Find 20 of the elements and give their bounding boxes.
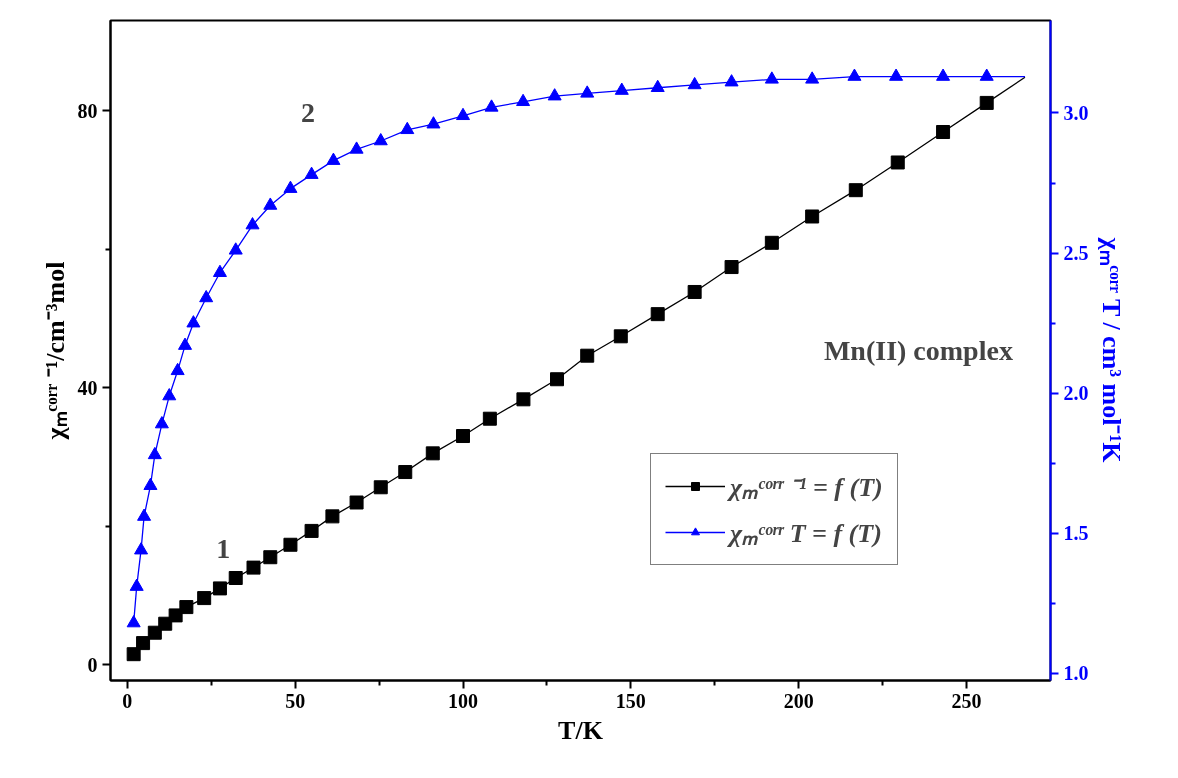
y-axis-title: χₘᶜᵒʳʳ ⁻¹/cm⁻³mol — [40, 261, 70, 441]
x-tick-label: 50 — [285, 689, 306, 712]
annotation: 2 — [300, 96, 315, 128]
x-axis-title: T/K — [558, 715, 604, 745]
y2-tick-label: 1.5 — [1063, 522, 1089, 545]
y2-axis-title: χₘᶜᵒʳʳ T / cm³ mol⁻¹K — [1096, 236, 1126, 464]
y-tick-label: 80 — [77, 99, 98, 122]
x-tick-label: 150 — [615, 689, 646, 712]
x-tick-label: 0 — [122, 689, 133, 712]
y-tick-label: 0 — [87, 653, 98, 676]
y2-tick-label: 2.0 — [1063, 382, 1089, 405]
x-tick-label: 100 — [448, 689, 478, 712]
x-tick-label: 250 — [951, 689, 982, 712]
y2-tick-label: 2.5 — [1063, 242, 1089, 265]
annotation: Mn(II) complex — [823, 335, 1013, 366]
x-tick-label: 200 — [783, 689, 814, 712]
annotation: 1 — [216, 532, 231, 564]
y-tick-label: 40 — [77, 376, 98, 399]
y2-tick-label: 1.0 — [1063, 662, 1089, 685]
y2-tick-label: 3.0 — [1063, 101, 1089, 124]
